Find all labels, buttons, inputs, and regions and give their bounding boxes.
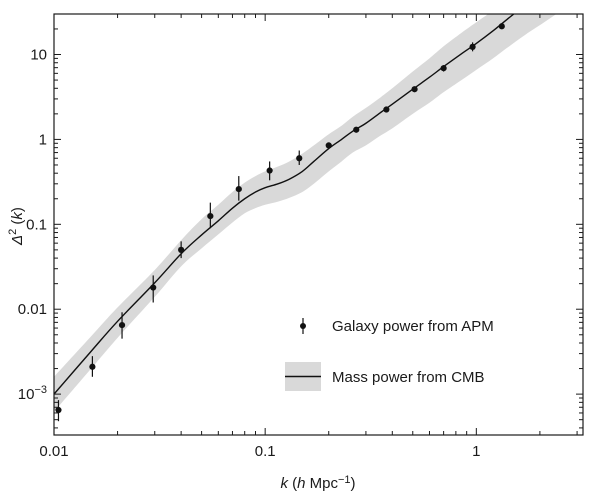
data-point <box>411 86 418 93</box>
cmb-line <box>54 14 515 395</box>
data-point <box>469 42 476 52</box>
data-point <box>266 161 273 181</box>
data-point <box>325 142 332 149</box>
point-marker <box>150 284 157 291</box>
legend-entry-cmb: Mass power from CMB <box>285 362 485 391</box>
data-point <box>178 241 185 259</box>
tick-labels: 0.01 0.1 1 10−3 0.01 0.1 1 10 <box>18 47 481 460</box>
point-marker <box>469 43 476 50</box>
point-marker <box>498 23 505 30</box>
data-point <box>118 312 126 339</box>
x-tick-label: 0.1 <box>255 443 276 460</box>
data-point <box>235 176 242 201</box>
point-marker <box>296 155 303 162</box>
y-axis-label: Δ2 (k) <box>7 207 26 246</box>
point-marker <box>266 167 273 174</box>
x-tick-label: 1 <box>472 443 480 460</box>
cmb-mass-power-line <box>54 14 515 395</box>
point-marker <box>207 212 214 220</box>
data-point <box>296 150 303 165</box>
point-marker <box>55 406 62 414</box>
legend-label-cmb: Mass power from CMB <box>332 369 485 386</box>
legend: Galaxy power from APM Mass power from CMB <box>285 318 494 391</box>
x-tick-label: 0.01 <box>39 443 68 460</box>
cmb-band <box>54 14 557 412</box>
y-tick-label: 0.1 <box>26 216 47 233</box>
data-point <box>498 23 505 30</box>
legend-label-apm: Galaxy power from APM <box>332 318 494 335</box>
y-tick-label: 10−3 <box>18 384 47 403</box>
y-tick-label: 10 <box>30 47 47 64</box>
point-marker <box>178 246 185 253</box>
apm-galaxy-points <box>55 23 505 422</box>
legend-entry-apm: Galaxy power from APM <box>300 318 494 335</box>
cmb-uncertainty-band <box>54 14 557 412</box>
y-tick-label: 1 <box>39 131 47 148</box>
y-tick-label: 0.01 <box>18 301 47 318</box>
axis-ticks <box>53 13 583 435</box>
data-point <box>440 65 447 72</box>
x-axis-label: k (h Mpc−1) <box>280 474 355 492</box>
point-marker <box>353 126 360 133</box>
data-point <box>150 275 157 303</box>
data-point <box>383 106 390 113</box>
point-marker <box>118 322 126 329</box>
point-marker <box>440 65 447 72</box>
legend-point-icon <box>300 323 306 329</box>
data-point <box>207 202 214 229</box>
data-point <box>55 400 62 422</box>
point-marker <box>89 363 96 370</box>
data-point <box>353 126 360 133</box>
point-marker <box>235 185 242 193</box>
point-marker <box>383 106 390 113</box>
point-marker <box>325 142 332 149</box>
point-marker <box>411 86 418 93</box>
data-point <box>89 356 96 377</box>
